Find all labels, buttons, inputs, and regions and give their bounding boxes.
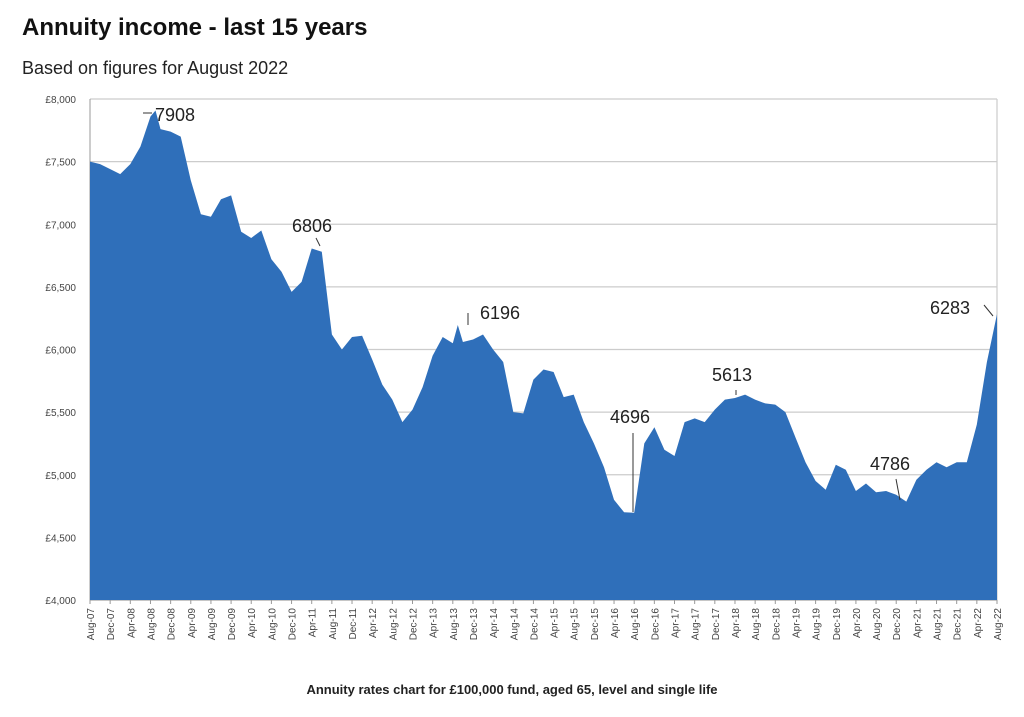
x-tick-label: Apr-15 bbox=[550, 608, 561, 638]
x-tick-label: Aug-16 bbox=[630, 608, 641, 641]
x-tick-label: Apr-10 bbox=[247, 608, 258, 638]
y-axis-labels: £4,000 £4,500 £5,000 £5,500 £6,000 £6,500 £7,0… bbox=[45, 95, 76, 607]
y-tick-label: £4,500 bbox=[45, 533, 76, 544]
x-tick-label: Dec-18 bbox=[771, 608, 782, 641]
x-tick-label: Dec-12 bbox=[408, 608, 419, 641]
chart-subtitle: Based on figures for August 2022 bbox=[22, 58, 289, 78]
y-tick-label: £5,000 bbox=[45, 471, 76, 482]
x-tick-label: Apr-14 bbox=[489, 608, 500, 638]
x-tick-label: Aug-13 bbox=[449, 608, 460, 641]
chart-caption: Annuity rates chart for £100,000 fund, a… bbox=[306, 682, 718, 697]
data-label: 6806 bbox=[292, 216, 332, 236]
y-tick-label: £6,500 bbox=[45, 283, 76, 294]
x-tick-label: Aug-09 bbox=[207, 608, 218, 641]
data-label: 6196 bbox=[480, 303, 520, 323]
x-tick-label: Aug-12 bbox=[388, 608, 399, 641]
x-tick-label: Apr-19 bbox=[791, 608, 802, 638]
x-tick-label: Apr-11 bbox=[308, 608, 319, 638]
x-tick-label: Aug-08 bbox=[146, 608, 157, 641]
x-tick-label: Dec-15 bbox=[590, 608, 601, 641]
y-tick-label: £7,500 bbox=[45, 158, 76, 169]
x-tick-label: Aug-07 bbox=[86, 608, 97, 641]
x-tick-label: Dec-07 bbox=[106, 608, 117, 641]
x-tick-label: Aug-14 bbox=[509, 608, 520, 641]
x-tick-label: Dec-11 bbox=[348, 608, 359, 640]
x-tick-label: Apr-17 bbox=[671, 608, 682, 638]
annuity-area-series bbox=[90, 110, 997, 600]
x-tick-label: Dec-21 bbox=[953, 608, 964, 641]
x-tick-label: Aug-18 bbox=[751, 608, 762, 641]
y-tick-label: £5,500 bbox=[45, 408, 76, 419]
x-tick-label: Dec-16 bbox=[650, 608, 661, 641]
data-label: 7908 bbox=[155, 105, 195, 125]
y-tick-label: £7,000 bbox=[45, 220, 76, 231]
y-tick-label: £8,000 bbox=[45, 95, 76, 106]
y-tick-label: £4,000 bbox=[45, 596, 76, 607]
x-tick-label: Apr-12 bbox=[368, 608, 379, 638]
x-tick-label: Apr-08 bbox=[126, 608, 137, 638]
x-tick-label: Apr-21 bbox=[912, 608, 923, 638]
data-label: 5613 bbox=[712, 365, 752, 385]
data-label: 4696 bbox=[610, 407, 650, 427]
x-tick-label: Aug-10 bbox=[267, 608, 278, 641]
data-label: 4786 bbox=[870, 454, 910, 474]
x-tick-label: Apr-20 bbox=[852, 608, 863, 638]
chart-title: Annuity income - last 15 years bbox=[22, 14, 368, 41]
x-tick-label: Dec-10 bbox=[288, 608, 299, 641]
x-tick-label: Dec-20 bbox=[892, 608, 903, 641]
x-tick-label: Aug-21 bbox=[933, 608, 944, 641]
x-tick-label: Dec-08 bbox=[167, 608, 178, 641]
x-tick-label: Aug-22 bbox=[993, 608, 1004, 641]
x-tick-label: Aug-20 bbox=[872, 608, 883, 641]
x-tick-label: Aug-11 bbox=[328, 608, 339, 640]
x-tick-label: Apr-18 bbox=[731, 608, 742, 638]
data-label: 6283 bbox=[930, 298, 970, 318]
x-tick-label: Aug-17 bbox=[691, 608, 702, 641]
x-tick-label: Dec-19 bbox=[832, 608, 843, 641]
x-tick-label: Aug-15 bbox=[570, 608, 581, 641]
x-tick-label: Dec-14 bbox=[529, 608, 540, 641]
x-tick-label: Apr-16 bbox=[610, 608, 621, 638]
x-tick-label: Dec-17 bbox=[711, 608, 722, 641]
x-tick-label: Aug-19 bbox=[812, 608, 823, 641]
x-tick-label: Dec-13 bbox=[469, 608, 480, 641]
x-tick-label: Dec-09 bbox=[227, 608, 238, 641]
x-tick-label: Apr-13 bbox=[429, 608, 440, 638]
y-tick-label: £6,000 bbox=[45, 346, 76, 357]
x-axis-labels: Aug-07 Dec-07 Apr-08 Aug-08 Dec-08 Apr-09 Aug-… bbox=[86, 600, 1004, 640]
data-annotations: 7908 6806 6196 4696 5613 4786 6283 bbox=[143, 105, 994, 512]
x-tick-label: Apr-09 bbox=[187, 608, 198, 638]
x-tick-label: Apr-22 bbox=[973, 608, 984, 638]
